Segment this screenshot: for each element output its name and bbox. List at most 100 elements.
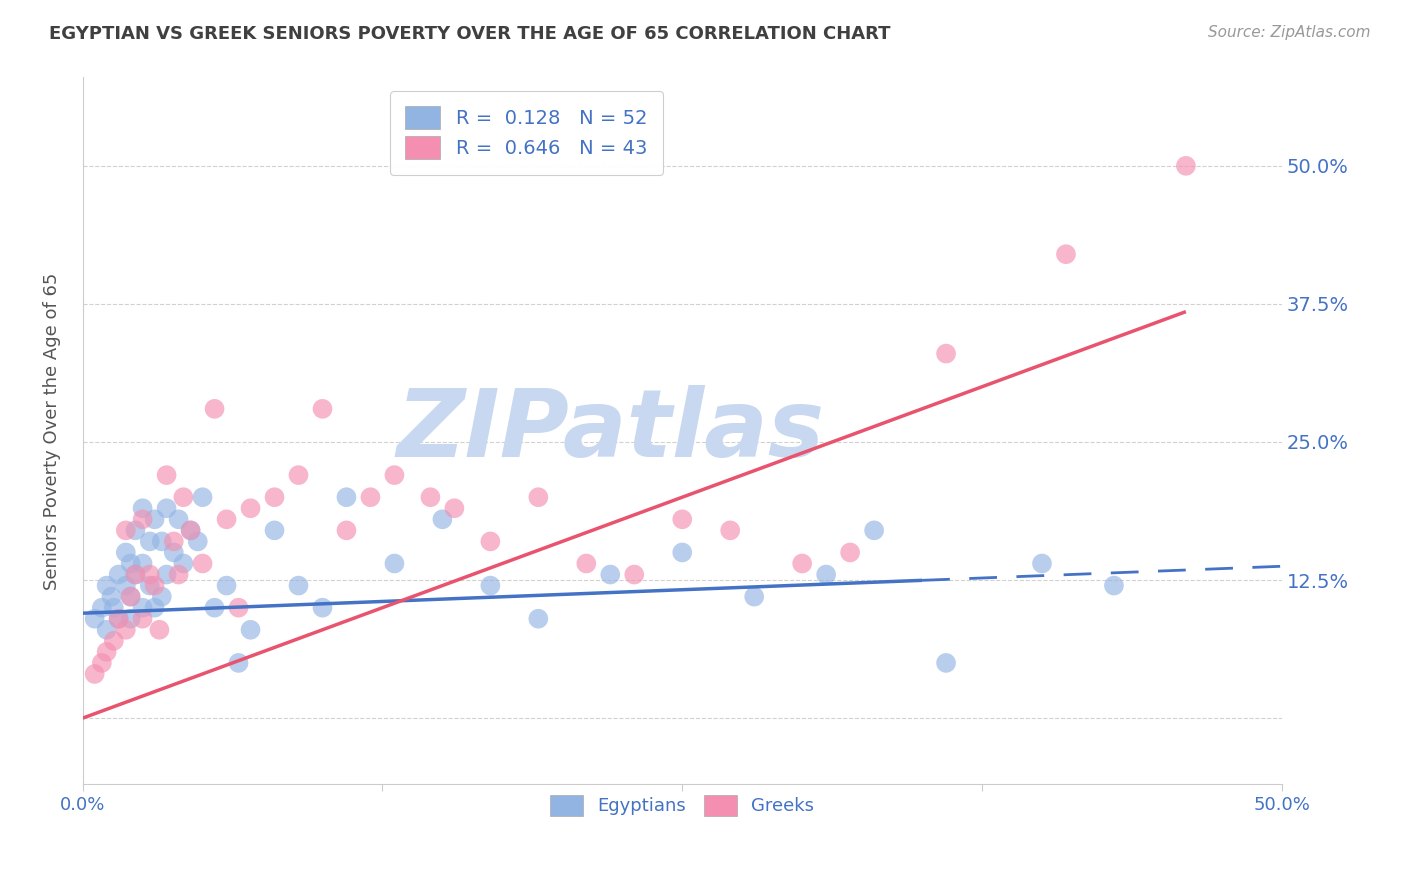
Point: [180, 524, 202, 538]
Point: [120, 612, 142, 626]
Point: [187, 534, 209, 549]
Point: [311, 401, 333, 416]
Point: [163, 534, 186, 549]
Point: [107, 612, 129, 626]
Point: [792, 557, 814, 571]
Point: [527, 490, 550, 504]
Point: [335, 490, 357, 504]
Point: [815, 567, 838, 582]
Point: [311, 600, 333, 615]
Point: [114, 623, 136, 637]
Point: [527, 612, 550, 626]
Point: [191, 557, 214, 571]
Point: [90, 600, 112, 615]
Point: [167, 512, 190, 526]
Point: [90, 656, 112, 670]
Point: [120, 557, 142, 571]
Point: [215, 578, 238, 592]
Point: [575, 557, 598, 571]
Point: [155, 468, 177, 483]
Point: [287, 468, 309, 483]
Point: [419, 490, 441, 504]
Point: [124, 567, 146, 582]
Point: [120, 590, 142, 604]
Point: [163, 545, 186, 559]
Point: [191, 490, 214, 504]
Point: [671, 545, 693, 559]
Point: [1174, 159, 1197, 173]
Point: [83, 612, 105, 626]
Point: [228, 600, 250, 615]
Point: [935, 656, 957, 670]
Point: [384, 468, 406, 483]
Point: [479, 534, 502, 549]
Point: [143, 512, 166, 526]
Point: [131, 612, 153, 626]
Point: [239, 501, 262, 516]
Point: [263, 524, 285, 538]
Point: [96, 578, 118, 592]
Point: [155, 567, 177, 582]
Point: [148, 623, 170, 637]
Point: [167, 567, 190, 582]
Y-axis label: Seniors Poverty Over the Age of 65: Seniors Poverty Over the Age of 65: [44, 272, 60, 590]
Point: [83, 667, 105, 681]
Point: [96, 623, 118, 637]
Text: Source: ZipAtlas.com: Source: ZipAtlas.com: [1208, 25, 1371, 40]
Legend: Egyptians, Greeks: Egyptians, Greeks: [541, 786, 823, 825]
Point: [124, 567, 146, 582]
Point: [215, 512, 238, 526]
Point: [228, 656, 250, 670]
Point: [139, 567, 162, 582]
Point: [150, 534, 173, 549]
Point: [150, 590, 173, 604]
Point: [131, 512, 153, 526]
Point: [96, 645, 118, 659]
Point: [120, 590, 142, 604]
Point: [839, 545, 862, 559]
Point: [335, 524, 357, 538]
Point: [114, 524, 136, 538]
Point: [114, 545, 136, 559]
Point: [718, 524, 741, 538]
Point: [1031, 557, 1053, 571]
Point: [172, 490, 194, 504]
Point: [263, 490, 285, 504]
Point: [139, 578, 162, 592]
Point: [863, 524, 886, 538]
Point: [180, 524, 202, 538]
Point: [239, 623, 262, 637]
Point: [1102, 578, 1125, 592]
Point: [359, 490, 381, 504]
Point: [114, 578, 136, 592]
Point: [103, 633, 125, 648]
Point: [124, 524, 146, 538]
Point: [100, 590, 122, 604]
Point: [107, 567, 129, 582]
Point: [204, 600, 226, 615]
Point: [671, 512, 693, 526]
Point: [139, 534, 162, 549]
Point: [287, 578, 309, 592]
Point: [599, 567, 621, 582]
Point: [131, 557, 153, 571]
Point: [935, 346, 957, 360]
Point: [384, 557, 406, 571]
Point: [143, 600, 166, 615]
Point: [131, 600, 153, 615]
Point: [107, 612, 129, 626]
Text: EGYPTIAN VS GREEK SENIORS POVERTY OVER THE AGE OF 65 CORRELATION CHART: EGYPTIAN VS GREEK SENIORS POVERTY OVER T…: [49, 25, 891, 43]
Point: [443, 501, 465, 516]
Point: [143, 578, 166, 592]
Point: [103, 600, 125, 615]
Text: ZIPatlas: ZIPatlas: [396, 385, 824, 477]
Point: [172, 557, 194, 571]
Point: [131, 501, 153, 516]
Point: [1054, 247, 1077, 261]
Point: [479, 578, 502, 592]
Point: [204, 401, 226, 416]
Point: [742, 590, 765, 604]
Point: [432, 512, 454, 526]
Point: [155, 501, 177, 516]
Point: [623, 567, 645, 582]
